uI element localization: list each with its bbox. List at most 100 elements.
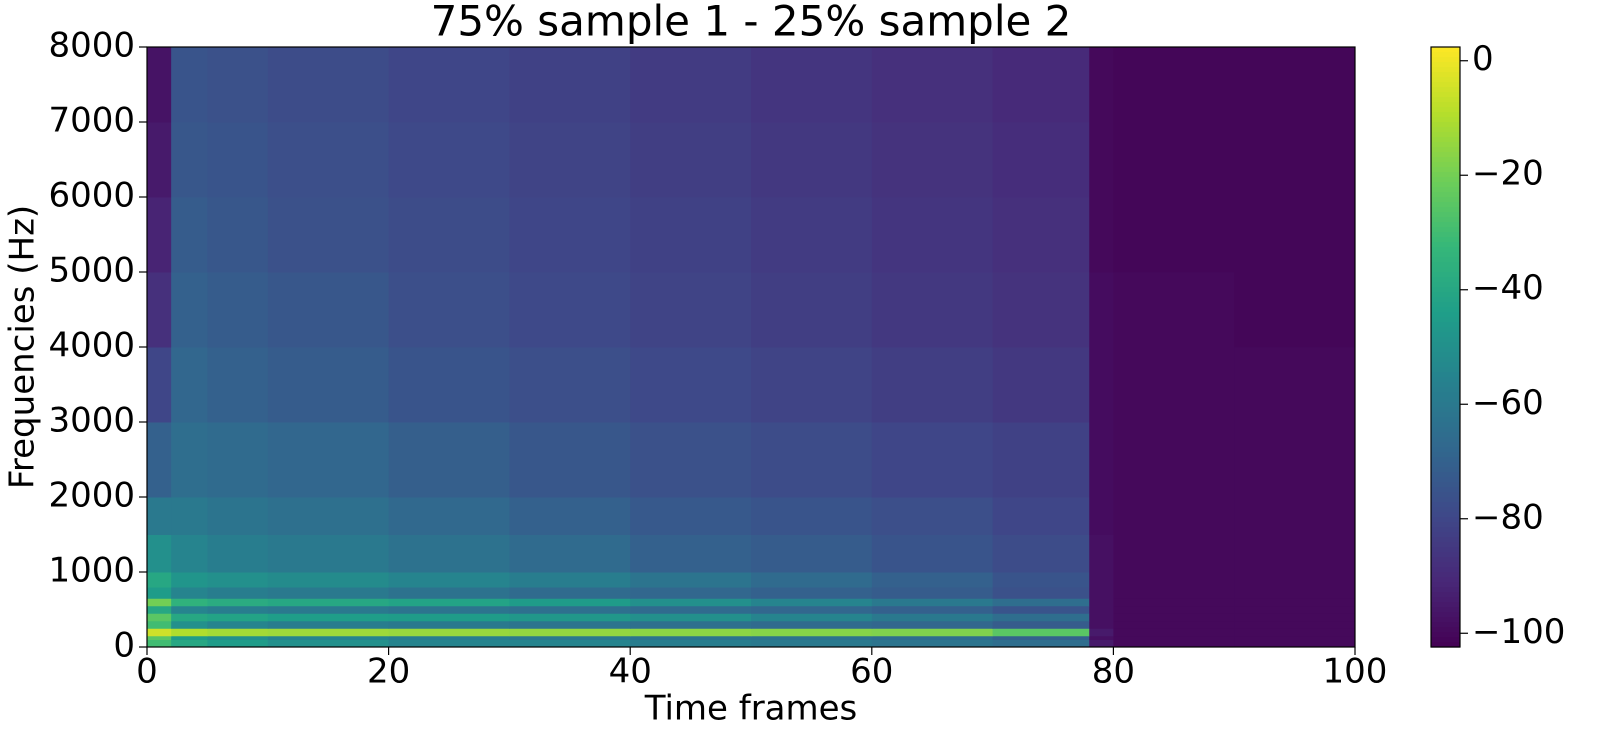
heatmap-cell (1234, 613, 1356, 622)
heatmap-cell (992, 197, 1090, 273)
y-tick-label: 8000 (48, 26, 135, 66)
colorbar-tick-label: −80 (1472, 497, 1544, 537)
y-tick-label: 2000 (48, 476, 135, 516)
heatmap-cell (267, 197, 390, 273)
colorbar-swatch (1431, 232, 1460, 238)
heatmap-cell (147, 613, 172, 622)
x-tick-label: 80 (1092, 652, 1135, 692)
heatmap-cell (630, 272, 752, 348)
colorbar-swatch (1431, 382, 1460, 388)
heatmap-cell (871, 620, 994, 629)
colorbar-swatch (1431, 627, 1460, 633)
colorbar-swatch (1431, 197, 1460, 203)
heatmap-cell (871, 572, 994, 588)
heatmap-cell (751, 605, 873, 614)
colorbar-swatch (1431, 552, 1460, 558)
heatmap-cell (147, 598, 172, 607)
colorbar-swatch (1431, 457, 1460, 463)
heatmap-cell (267, 613, 390, 622)
colorbar-swatch (1431, 512, 1460, 518)
colorbar-swatch (1431, 387, 1460, 393)
colorbar-swatch (1431, 642, 1460, 648)
colorbar-swatch (1431, 422, 1460, 428)
colorbar-swatch (1431, 592, 1460, 598)
heatmap-cell (509, 272, 631, 348)
heatmap-cell (388, 598, 510, 607)
heatmap-cell (1089, 620, 1114, 629)
colorbar-swatch (1431, 437, 1460, 443)
heatmap-cell (171, 613, 208, 622)
colorbar-swatch (1431, 297, 1460, 303)
heatmap-cell (147, 572, 172, 588)
x-tick-label: 0 (136, 652, 158, 692)
heatmap-cell (388, 613, 510, 622)
colorbar-swatch (1431, 97, 1460, 103)
colorbar-tick-label: −60 (1472, 383, 1544, 423)
y-tick-label: 3000 (48, 401, 135, 441)
heatmap-cell (1234, 422, 1356, 498)
colorbar-swatch (1431, 452, 1460, 458)
heatmap-cell (147, 497, 172, 535)
colorbar-swatch (1431, 142, 1460, 148)
heatmap-cell (871, 534, 994, 573)
heatmap-cell (267, 534, 390, 573)
heatmap-cell (871, 635, 994, 640)
heatmap-cell (751, 639, 873, 648)
heatmap-cell (630, 598, 752, 607)
colorbar-swatch (1431, 222, 1460, 228)
heatmap-cell (1113, 272, 1235, 348)
heatmap-cell (992, 587, 1090, 599)
heatmap-cell (1113, 534, 1235, 573)
heatmap-cell (509, 122, 631, 198)
heatmap-cell (1113, 605, 1235, 614)
heatmap-cell (1234, 598, 1356, 607)
heatmap-cell (1089, 628, 1114, 637)
colorbar-swatch (1431, 612, 1460, 618)
heatmap-cell (267, 122, 390, 198)
heatmap-cell (751, 197, 873, 273)
colorbar-swatch (1431, 182, 1460, 188)
heatmap-cell (992, 598, 1090, 607)
colorbar-swatch (1431, 207, 1460, 213)
colorbar-swatch (1431, 287, 1460, 293)
heatmap-cell (509, 628, 631, 637)
y-tick-label: 5000 (48, 251, 135, 291)
heatmap-cell (630, 587, 752, 599)
colorbar-swatch (1431, 557, 1460, 563)
heatmap-cell (992, 628, 1090, 637)
heatmap-cell (871, 272, 994, 348)
colorbar-swatch (1431, 587, 1460, 593)
heatmap-cell (267, 639, 390, 648)
heatmap-cell (147, 605, 172, 614)
heatmap-cell (171, 628, 208, 637)
heatmap-cell (509, 587, 631, 599)
colorbar-swatch (1431, 62, 1460, 68)
heatmap-cell (147, 639, 172, 648)
heatmap-cell (171, 497, 208, 535)
heatmap-cell (267, 587, 390, 599)
colorbar-swatch (1431, 217, 1460, 223)
colorbar-swatch (1431, 122, 1460, 128)
heatmap-cell (509, 347, 631, 423)
heatmap-cell (1234, 197, 1356, 273)
heatmap-cell (751, 347, 873, 423)
colorbar-tick-label: 0 (1472, 39, 1494, 79)
colorbar-swatch (1431, 467, 1460, 473)
colorbar-swatch (1431, 632, 1460, 638)
heatmap-cell (1113, 572, 1235, 588)
x-tick-label: 100 (1323, 652, 1388, 692)
colorbar-swatch (1431, 427, 1460, 433)
heatmap-cell (1089, 534, 1114, 573)
colorbar-swatch (1431, 412, 1460, 418)
colorbar-swatch (1431, 322, 1460, 328)
colorbar-swatch (1431, 442, 1460, 448)
colorbar-swatch (1431, 137, 1460, 143)
heatmap-cell (992, 272, 1090, 348)
heatmap-cell (1089, 272, 1114, 348)
heatmap-cell (171, 534, 208, 573)
heatmap-cell (992, 620, 1090, 629)
heatmap-cell (509, 639, 631, 648)
colorbar-swatch (1431, 482, 1460, 488)
heatmap-cell (1089, 598, 1114, 607)
